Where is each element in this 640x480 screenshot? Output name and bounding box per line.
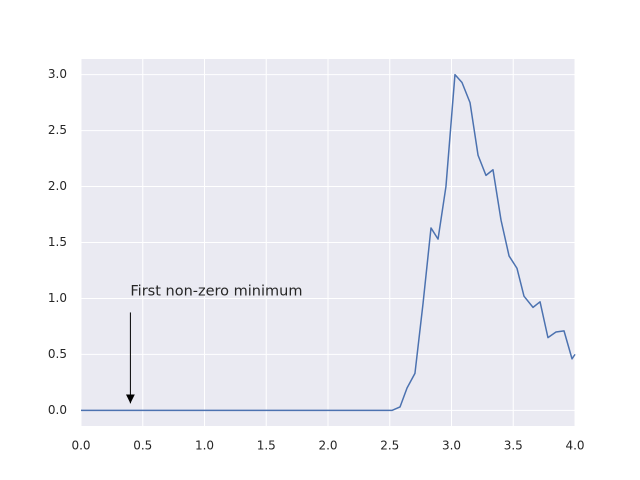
annotation-text: First non-zero minimum xyxy=(130,283,302,299)
x-tick-label: 1.5 xyxy=(257,439,276,453)
y-tick-label: 2.5 xyxy=(48,123,67,137)
x-tick-label: 3.0 xyxy=(442,439,461,453)
x-tick-label: 2.0 xyxy=(318,439,337,453)
y-tick-label: 2.0 xyxy=(48,179,67,193)
y-tick-label: 1.0 xyxy=(48,291,67,305)
x-tick-label: 0.0 xyxy=(71,439,90,453)
x-tick-label: 3.5 xyxy=(504,439,523,453)
x-tick-label: 0.5 xyxy=(133,439,152,453)
y-tick-label: 3.0 xyxy=(48,67,67,81)
y-tick-label: 0.5 xyxy=(48,347,67,361)
y-tick-label: 1.5 xyxy=(48,235,67,249)
data-line xyxy=(81,73,576,412)
x-tick-label: 4.0 xyxy=(565,439,584,453)
x-tick-label: 1.0 xyxy=(195,439,214,453)
y-tick-label: 0.0 xyxy=(48,403,67,417)
x-tick-label: 2.5 xyxy=(380,439,399,453)
